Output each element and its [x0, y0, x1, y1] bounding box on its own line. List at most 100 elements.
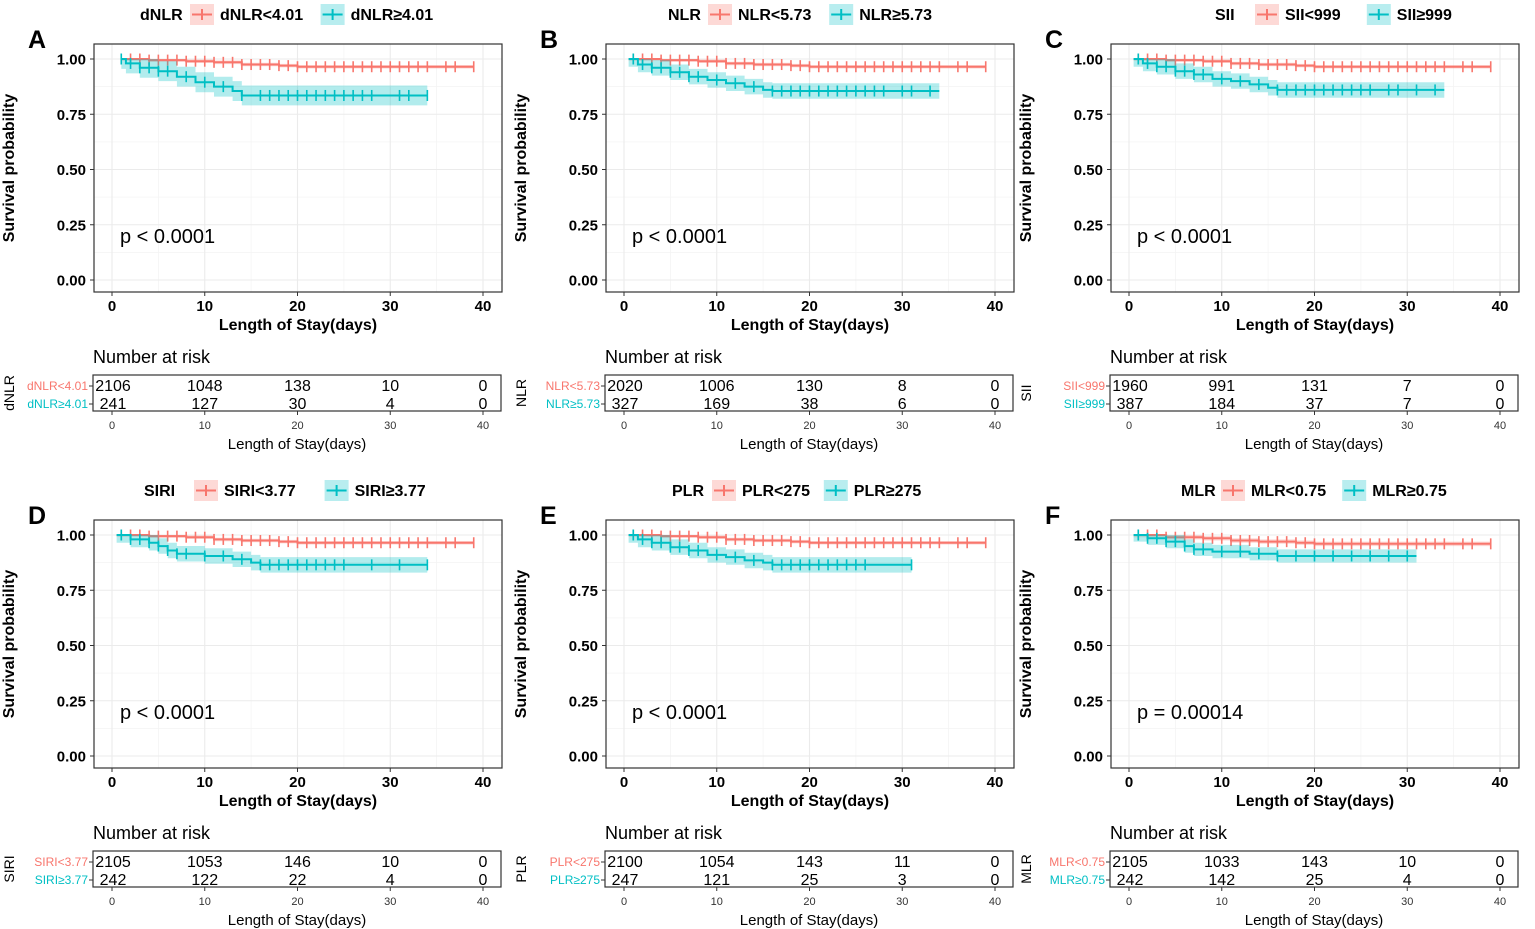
x-tick-label: 30 [1399, 774, 1416, 791]
risk-y-title: SIRI [1, 855, 17, 882]
risk-count: 1048 [187, 378, 223, 395]
grid [94, 44, 502, 292]
legend: SIRI SIRI<3.77 SIRI≥3.77 [144, 480, 426, 501]
risk-count: 0 [1496, 396, 1505, 413]
x-tick-label: 20 [289, 774, 306, 791]
x-axis-title: Length of Stay(days) [219, 793, 377, 810]
risk-x-tick-label: 20 [1308, 896, 1320, 908]
risk-y-title: dNLR [1, 375, 17, 411]
risk-count: 131 [1301, 378, 1328, 395]
risk-x-tick-label: 20 [1308, 420, 1320, 432]
risk-count: 4 [386, 872, 395, 889]
p-value: p < 0.0001 [120, 226, 215, 248]
risk-x-title: Length of Stay(days) [740, 912, 878, 929]
x-tick-label: 0 [108, 298, 116, 315]
risk-row-label: SII<999 [1063, 379, 1105, 393]
risk-count: 0 [479, 396, 488, 413]
panel-letter: B [540, 26, 558, 54]
y-tick-label: 1.00 [569, 528, 598, 545]
risk-row-label: NLR<5.73 [546, 379, 601, 393]
risk-x-title: Length of Stay(days) [228, 436, 366, 453]
risk-y-title: NLR [513, 379, 529, 407]
panel-D: D SIRI SIRI<3.77 SIRI≥3.77 1.00 0.75 0.50 0.25 0… [1, 480, 503, 929]
y-tick-label: 1.00 [57, 528, 86, 545]
legend: MLR MLR<0.75 MLR≥0.75 [1181, 480, 1447, 501]
legend-title: dNLR [140, 7, 183, 24]
risk-count: 0 [479, 872, 488, 889]
x-tick-label: 10 [196, 774, 213, 791]
legend-label: SII≥999 [1397, 7, 1452, 24]
risk-x-tick-label: 20 [803, 896, 815, 908]
legend-label: MLR≥0.75 [1372, 483, 1447, 500]
risk-table-border [92, 850, 502, 888]
risk-count: 10 [1398, 854, 1416, 871]
risk-table: Number at risk MLR<0.75 2105 1033 143 10 0 MLR≥… [1018, 823, 1519, 929]
risk-table-title: Number at risk [1110, 347, 1228, 367]
survival-curve-low [1133, 534, 1491, 545]
risk-count: 0 [991, 378, 1000, 395]
risk-count: 127 [191, 396, 218, 413]
risk-table: Number at risk SIRI<3.77 2105 1053 146 10 0 SIR… [1, 823, 502, 929]
risk-count: 37 [1306, 396, 1324, 413]
risk-row-label: PLR≥275 [550, 873, 600, 887]
p-value: p < 0.0001 [1137, 226, 1232, 248]
legend: PLR PLR<275 PLR≥275 [672, 480, 921, 501]
risk-count: 242 [100, 872, 127, 889]
y-tick-label: 0.75 [1074, 583, 1103, 600]
risk-count: 1054 [699, 854, 735, 871]
survival-curve-low [1133, 58, 1491, 68]
risk-count: 38 [801, 396, 819, 413]
risk-x-tick-label: 0 [1126, 896, 1132, 908]
legend: SII SII<999 SII≥999 [1215, 4, 1452, 25]
y-tick-label: 0.50 [1074, 638, 1103, 655]
risk-x-tick-label: 20 [803, 420, 815, 432]
risk-table: Number at risk PLR<275 2100 1054 143 11 0 PLR≥2… [513, 823, 1014, 929]
risk-row-label: PLR<275 [550, 855, 601, 869]
risk-x-tick-label: 40 [477, 896, 489, 908]
risk-count: 387 [1117, 396, 1144, 413]
risk-count: 143 [796, 854, 823, 871]
y-tick-label: 0.25 [57, 217, 86, 234]
risk-count: 2100 [607, 854, 643, 871]
x-tick-label: 0 [108, 774, 116, 791]
x-tick-label: 40 [987, 298, 1004, 315]
legend-label: dNLR≥4.01 [351, 7, 434, 24]
p-value: p < 0.0001 [632, 226, 727, 248]
risk-count: 25 [1306, 872, 1324, 889]
legend-label: MLR<0.75 [1251, 483, 1326, 500]
y-tick-label: 1.00 [1074, 52, 1103, 69]
risk-x-tick-label: 40 [989, 420, 1001, 432]
panel-B: B NLR NLR<5.73 NLR≥5.73 1.00 0.75 0.50 0.25 0.00… [513, 4, 1015, 453]
ci-band-high [116, 535, 428, 573]
x-tick-label: 20 [801, 774, 818, 791]
y-tick-label: 0.00 [569, 749, 598, 766]
risk-row-label: SII≥999 [1064, 397, 1106, 411]
risk-x-tick-label: 30 [896, 420, 908, 432]
risk-count: 0 [1496, 378, 1505, 395]
panel-letter: A [28, 26, 46, 54]
y-tick-label: 0.50 [569, 638, 598, 655]
y-tick-label: 1.00 [569, 52, 598, 69]
x-axis-title: Length of Stay(days) [219, 317, 377, 334]
risk-x-tick-label: 10 [199, 896, 211, 908]
y-tick-label: 0.75 [57, 107, 86, 124]
x-axis-title: Length of Stay(days) [1236, 317, 1394, 334]
risk-x-tick-label: 30 [384, 420, 396, 432]
y-tick-label: 0.00 [1074, 273, 1103, 290]
risk-table-title: Number at risk [93, 823, 211, 843]
risk-count: 130 [796, 378, 823, 395]
legend: dNLR dNLR<4.01 dNLR≥4.01 [140, 4, 433, 25]
y-tick-label: 0.50 [57, 162, 86, 179]
panel-letter: F [1045, 502, 1060, 530]
risk-count: 146 [284, 854, 311, 871]
x-tick-label: 40 [1492, 774, 1509, 791]
risk-row-label: MLR≥0.75 [1050, 873, 1106, 887]
x-tick-label: 0 [620, 298, 628, 315]
ci-band-high [121, 59, 428, 106]
x-tick-label: 20 [1306, 298, 1323, 315]
risk-count: 1960 [1112, 378, 1148, 395]
y-tick-label: 0.25 [57, 693, 86, 710]
y-tick-label: 0.75 [569, 107, 598, 124]
risk-x-tick-label: 20 [291, 420, 303, 432]
